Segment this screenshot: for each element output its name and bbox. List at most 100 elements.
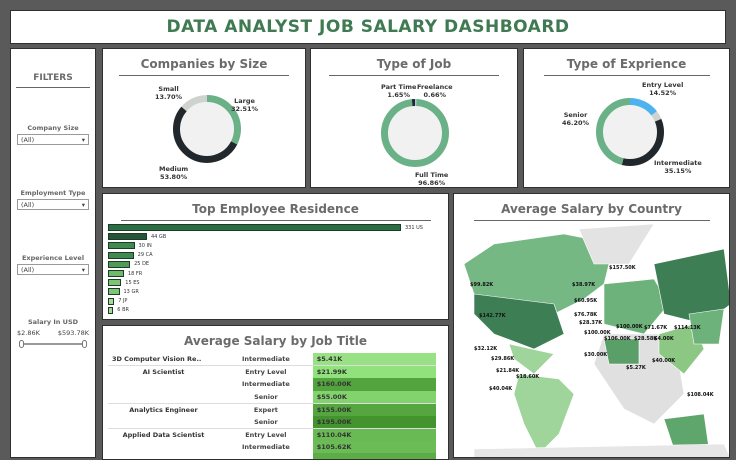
- level-cell: Intermediate: [242, 355, 290, 363]
- donut-slice[interactable]: [381, 99, 449, 167]
- table-row[interactable]: Intermediate $160.00K: [108, 378, 436, 391]
- bar-label: 25 DE: [134, 261, 150, 268]
- panel-title: Type of Job: [376, 57, 452, 71]
- salary-cell: $55.00K: [312, 390, 436, 403]
- employment-type-select[interactable]: (All) ▾: [17, 199, 89, 210]
- country-usa[interactable]: [473, 293, 565, 350]
- bar[interactable]: [108, 251, 134, 259]
- panel-title: Top Employee Residence: [192, 202, 359, 216]
- bar[interactable]: [108, 242, 135, 250]
- bar-row[interactable]: 30 IN: [108, 241, 443, 250]
- job-title-cell: [108, 378, 219, 391]
- job-title-cell: [108, 453, 219, 459]
- table-row[interactable]: 3D Computer Vision Re.. Intermediate $5.41…: [108, 353, 436, 366]
- bar-row[interactable]: 7 JP: [108, 297, 443, 306]
- job-title-cell: [108, 416, 219, 429]
- divider: [543, 75, 710, 76]
- bar-row[interactable]: 331 US: [108, 223, 443, 232]
- table-row[interactable]: Senior $55.00K: [108, 390, 436, 403]
- country-salary-label: $157.50K: [609, 265, 637, 271]
- bar[interactable]: [108, 260, 131, 268]
- slice-label-part-time: Part Time 1.65%: [381, 83, 417, 99]
- slider-min-handle[interactable]: [19, 340, 24, 348]
- bar-row[interactable]: 13 GR: [108, 287, 443, 296]
- bar[interactable]: [108, 233, 147, 241]
- salary-cell: $105.62K: [312, 440, 436, 453]
- select-value: (All): [21, 135, 35, 144]
- bar[interactable]: [108, 288, 120, 296]
- salary-cell: $160.00K: [312, 378, 436, 391]
- bar-row[interactable]: 29 CA: [108, 251, 443, 260]
- dashboard-title: DATA ANALYST JOB SALARY DASHBOARD: [166, 17, 570, 37]
- country-south-america[interactable]: [513, 373, 575, 455]
- country-salary-label: $114.13K: [674, 325, 702, 331]
- slice-label-entry-level: Entry Level 14.52%: [642, 81, 684, 97]
- donut-slice[interactable]: [381, 99, 449, 167]
- donut-slice[interactable]: [596, 98, 664, 166]
- job-title-table: 3D Computer Vision Re.. Intermediate $5.41…: [108, 353, 436, 459]
- bar-row[interactable]: 25 DE: [108, 260, 443, 269]
- job-title-cell: AI Scientist: [142, 368, 185, 376]
- country-salary-label: $30.00K: [584, 352, 608, 358]
- divider: [473, 220, 710, 221]
- table-row[interactable]: AI Scientist Entry Level $21.99K: [108, 365, 436, 378]
- country-salary-label: $99.82K: [470, 282, 494, 288]
- country-antarctica[interactable]: [473, 443, 730, 458]
- bar[interactable]: [108, 279, 122, 287]
- panel-title: Companies by Size: [140, 57, 268, 71]
- table-row[interactable]: Applied Data Scientist Entry Level $110.04…: [108, 428, 436, 441]
- companies-by-size-panel: Companies by Size Small 13.70% Large 32.51…: [102, 48, 306, 188]
- bar-label: 30 IN: [138, 242, 152, 249]
- donut-slice[interactable]: [173, 95, 241, 163]
- job-title-cell: [108, 441, 219, 454]
- country-central-america[interactable]: [508, 343, 555, 375]
- slice-label-large: Large 32.51%: [231, 97, 259, 113]
- top-employee-residence-panel: Top Employee Residence 331 US 44 GB 30 IN 2…: [102, 193, 449, 320]
- filters-panel: FILTERS Company Size (All) ▾ Employment T…: [10, 48, 96, 458]
- filters-heading: FILTERS: [33, 73, 73, 83]
- bar-label: 44 GB: [150, 233, 167, 240]
- country-greenland[interactable]: [578, 224, 655, 265]
- type-of-experience-panel: Type of Exprience Entry Level 14.52% Seni…: [523, 48, 730, 188]
- donut-slice[interactable]: [596, 98, 664, 166]
- panel-title: Average Salary by Job Title: [184, 334, 367, 348]
- world-map[interactable]: $99.82K $142.77K $32.12K $29.86K $21.84K$18.…: [454, 224, 730, 458]
- country-algeria[interactable]: [603, 338, 640, 365]
- companies-donut: [173, 95, 241, 163]
- slice-label-intermediate: Intermediate 35.15%: [654, 159, 702, 175]
- country-australia[interactable]: [663, 413, 710, 450]
- level-cell: Entry Level: [245, 430, 287, 439]
- country-salary-label: $29.86K: [491, 356, 515, 362]
- table-row[interactable]: Intermediate $105.62K: [108, 440, 436, 454]
- donut-slice[interactable]: [173, 95, 241, 163]
- select-value: (All): [21, 200, 35, 209]
- slider-max-handle[interactable]: [82, 340, 87, 348]
- panel-title: Average Salary by Country: [501, 202, 682, 216]
- bar[interactable]: [108, 270, 124, 278]
- country-china[interactable]: [688, 308, 725, 345]
- country-salary-label: $5.27K: [626, 365, 647, 371]
- salary-range-slider[interactable]: [19, 340, 87, 348]
- level-cell: Intermediate: [242, 380, 290, 389]
- bar-row[interactable]: 18 FR: [108, 269, 443, 278]
- bar[interactable]: [108, 297, 115, 305]
- job-title-cell: Analytics Engineer: [129, 405, 198, 414]
- bar-row[interactable]: 44 GB: [108, 232, 443, 241]
- level-cell: Senior: [254, 417, 278, 426]
- bar-row[interactable]: 15 ES: [108, 278, 443, 287]
- table-row[interactable]: [108, 453, 436, 459]
- company-size-select[interactable]: (All) ▾: [17, 134, 89, 145]
- bar-label: 13 GR: [123, 288, 139, 295]
- bar[interactable]: [108, 306, 114, 314]
- table-row[interactable]: Analytics Engineer Expert $155.00K: [108, 403, 436, 416]
- bar-row[interactable]: 6 BR: [108, 306, 443, 315]
- experience-level-select[interactable]: (All) ▾: [17, 264, 89, 275]
- country-salary-label: $108.04K: [687, 392, 715, 398]
- country-salary-label: $32.12K: [474, 346, 498, 352]
- bar[interactable]: [108, 224, 401, 232]
- country-europe[interactable]: [603, 278, 670, 335]
- divider: [16, 87, 90, 88]
- table-row[interactable]: Senior $195.00K: [108, 415, 436, 429]
- country-salary-label: $60.95K: [574, 298, 598, 304]
- salary-by-country-panel: Average Salary by Country $99.82K $142.77…: [453, 193, 730, 458]
